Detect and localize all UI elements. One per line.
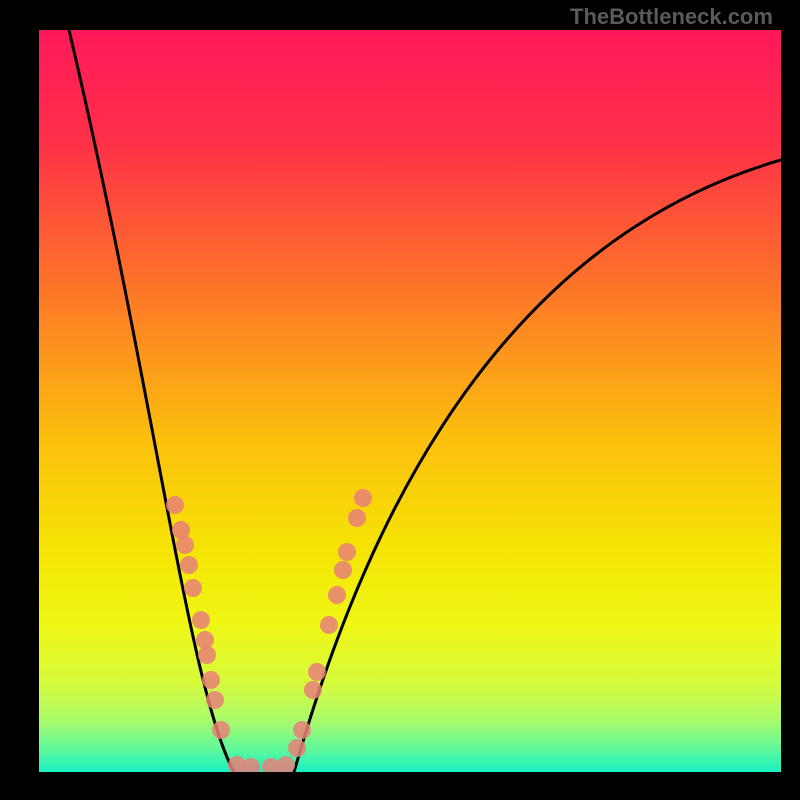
data-point bbox=[293, 721, 311, 739]
data-point bbox=[348, 509, 366, 527]
data-point bbox=[184, 579, 202, 597]
data-point bbox=[288, 739, 306, 757]
data-point bbox=[334, 561, 352, 579]
data-point bbox=[328, 586, 346, 604]
gradient-background bbox=[39, 30, 781, 772]
data-point bbox=[206, 691, 224, 709]
bottleneck-chart bbox=[39, 30, 781, 772]
data-point bbox=[308, 663, 326, 681]
data-point bbox=[180, 556, 198, 574]
data-point bbox=[338, 543, 356, 561]
data-point bbox=[176, 536, 194, 554]
data-point bbox=[304, 681, 322, 699]
data-point bbox=[202, 671, 220, 689]
data-point bbox=[320, 616, 338, 634]
data-point bbox=[192, 611, 210, 629]
data-point bbox=[354, 489, 372, 507]
data-point bbox=[198, 646, 216, 664]
data-point bbox=[166, 496, 184, 514]
data-point bbox=[212, 721, 230, 739]
watermark-text: TheBottleneck.com bbox=[570, 4, 773, 30]
